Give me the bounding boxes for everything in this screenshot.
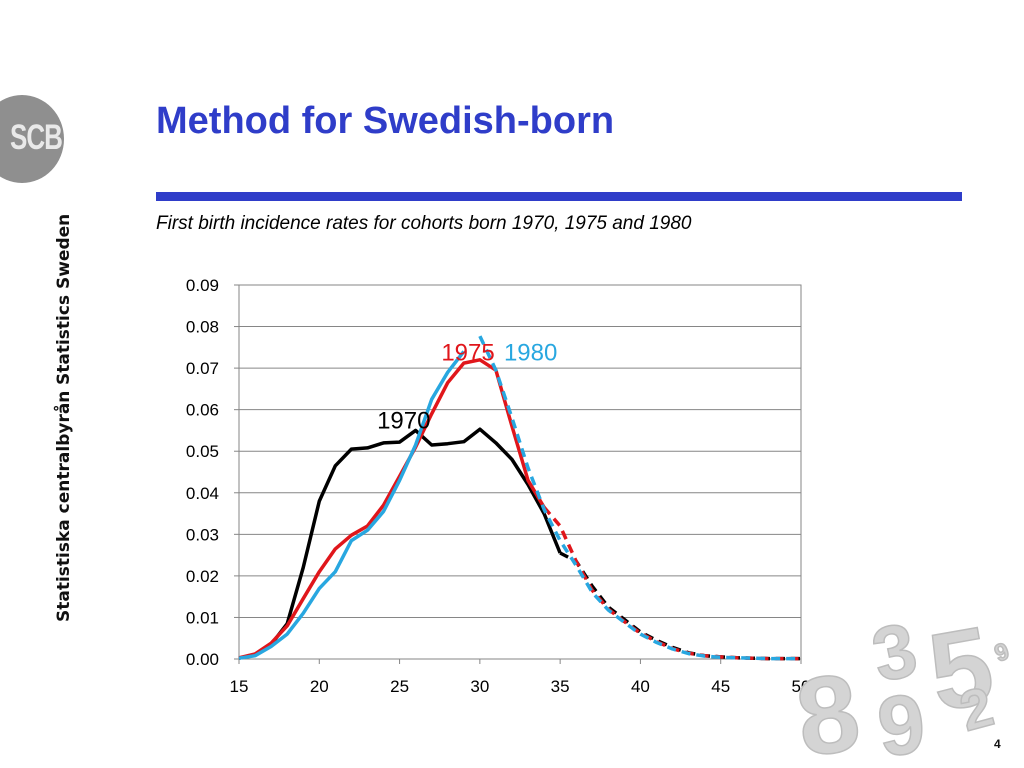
svg-text:8: 8: [790, 650, 867, 765]
series-line-1975-dashed: [542, 506, 801, 661]
page-number: 4: [994, 737, 1001, 751]
y-tick-label: 0.01: [186, 608, 219, 627]
series-line-1980-solid: [238, 350, 466, 660]
x-tick-label: 20: [310, 677, 329, 696]
y-tick-label: 0.02: [186, 567, 219, 586]
scb-logo-text: SCB: [10, 116, 63, 158]
x-tick-label: 40: [631, 677, 650, 696]
x-tick-label: 35: [551, 677, 570, 696]
series-line-1975-solid: [238, 358, 546, 660]
svg-text:9: 9: [873, 676, 929, 765]
scb-logo: SCB: [0, 95, 64, 183]
title-underline: [156, 192, 962, 201]
y-tick-label: 0.09: [186, 276, 219, 295]
chart-subtitle: First birth incidence rates for cohorts …: [156, 213, 692, 234]
series-label-1970: 1970: [377, 407, 430, 434]
x-tick-label: 15: [230, 677, 249, 696]
number-decoration-graphic: 8 3 5 9 2 9: [790, 602, 1014, 765]
y-tick-label: 0.07: [186, 359, 219, 378]
svg-text:9: 9: [991, 638, 1013, 668]
y-tick-label: 0.00: [186, 650, 219, 669]
series-line-1970-dashed: [559, 551, 801, 661]
series-label-1975: 1975: [441, 340, 494, 367]
y-tick-label: 0.06: [186, 401, 219, 420]
y-tick-label: 0.05: [186, 442, 219, 461]
y-tick-label: 0.03: [186, 525, 219, 544]
slide-title: Method for Swedish-born: [156, 100, 615, 142]
x-tick-label: 50: [792, 677, 811, 696]
y-tick-label: 0.04: [186, 484, 219, 503]
series-line-1970-solid: [238, 427, 562, 660]
series-label-1980: 1980: [504, 340, 557, 367]
x-tick-label: 30: [470, 677, 489, 696]
series-line-1980-dashed: [478, 335, 801, 661]
x-tick-label: 25: [390, 677, 409, 696]
y-tick-label: 0.08: [186, 318, 219, 337]
x-tick-label: 45: [711, 677, 730, 696]
